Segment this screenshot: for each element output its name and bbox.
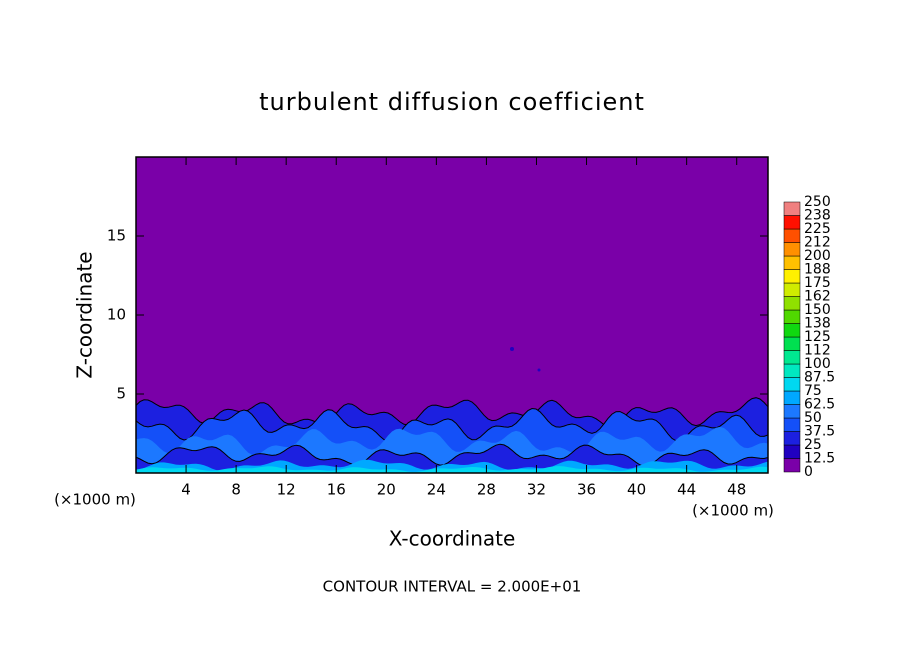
y-tick-label: 15 [107, 227, 126, 245]
colorbar-band [783, 431, 801, 446]
colorbar-band [783, 377, 801, 392]
colorbar-band [783, 363, 801, 378]
x-tick-label: 40 [627, 481, 646, 499]
x-tick-label: 36 [577, 481, 596, 499]
colorbar-label: 150 [804, 302, 831, 318]
x-tick-label: 8 [231, 481, 241, 499]
colorbar-label: 238 [804, 208, 831, 224]
x-tick-label: 48 [727, 481, 746, 499]
colorbar-band [783, 350, 801, 365]
colorbar-label: 125 [804, 329, 831, 345]
colorbar-label: 62.5 [804, 397, 835, 413]
colorbar-band [783, 309, 801, 324]
colorbar-label: 75 [804, 383, 822, 399]
colorbar-label: 225 [804, 221, 831, 237]
y-axis-label: Z-coordinate [73, 251, 97, 378]
colorbar-label: 188 [804, 262, 831, 278]
field-spot [537, 368, 541, 372]
y-tick-label: 10 [107, 306, 126, 324]
colorbar-label: 37.5 [804, 424, 835, 440]
colorbar-label: 50 [804, 410, 822, 426]
colorbar-band [783, 404, 801, 419]
x-unit-label: (×1000 m) [54, 491, 136, 509]
colorbar-label: 200 [804, 248, 831, 264]
colorbar-band [783, 323, 801, 338]
colorbar-label: 0 [804, 464, 813, 480]
x-tick-label: 16 [327, 481, 346, 499]
colorbar-band [783, 269, 801, 284]
colorbar-band [783, 417, 801, 432]
colorbar-label: 12.5 [804, 451, 835, 467]
colorbar-band [783, 444, 801, 459]
x-tick-label: 12 [277, 481, 296, 499]
colorbar-label: 138 [804, 316, 831, 332]
chart-title: turbulent diffusion coefficient [259, 88, 645, 116]
x-axis-label: X-coordinate [389, 527, 516, 551]
x-tick-label: 20 [377, 481, 396, 499]
x-tick-label: 24 [427, 481, 446, 499]
x-tick-label: 44 [677, 481, 696, 499]
colorbar-band [783, 296, 801, 311]
x-unit-label: (×1000 m) [692, 502, 774, 520]
colorbar-label: 175 [804, 275, 831, 291]
field-layer [136, 466, 768, 473]
colorbar-band [783, 215, 801, 230]
colorbar-label: 100 [804, 356, 831, 372]
colorbar-label: 212 [804, 235, 831, 251]
x-tick-label: 28 [477, 481, 496, 499]
field-spot [510, 347, 514, 351]
colorbar-label: 87.5 [804, 370, 835, 386]
colorbar-band [783, 390, 801, 405]
contour-field [135, 157, 769, 474]
colorbar-label: 250 [804, 194, 831, 210]
colorbar-band [783, 336, 801, 351]
field-layer [136, 459, 768, 473]
colorbar-band [783, 242, 801, 257]
colorbar-band [783, 458, 801, 473]
contour-note: CONTOUR INTERVAL = 2.000E+01 [323, 578, 582, 596]
colorbar-band [783, 282, 801, 297]
x-tick-label: 32 [527, 481, 546, 499]
colorbar-band [783, 201, 801, 216]
colorbar-label: 112 [804, 343, 831, 359]
colorbar-band [783, 255, 801, 270]
colorbar-label: 25 [804, 437, 822, 453]
colorbar-band [783, 228, 801, 243]
x-tick-label: 4 [181, 481, 191, 499]
y-tick-label: 5 [116, 385, 126, 403]
colorbar-label: 162 [804, 289, 831, 305]
